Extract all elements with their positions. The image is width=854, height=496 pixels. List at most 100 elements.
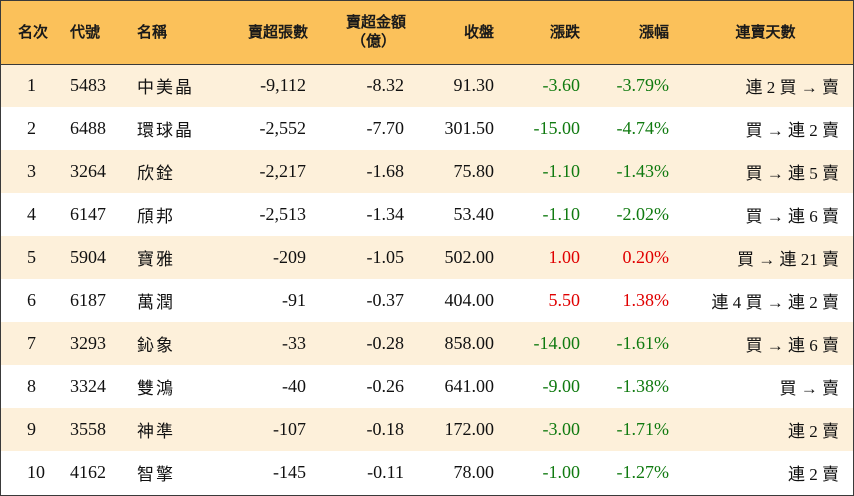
cell-code: 3264	[70, 161, 106, 181]
cell-code: 6488	[70, 118, 106, 138]
table-row: 9 3558 神準 -107 -0.18 172.00 -3.00 -1.71% 連 2 賣	[1, 408, 853, 451]
cell-rank: 2	[27, 118, 36, 138]
cell-close: 172.00	[444, 419, 495, 439]
cell-close: 75.80	[453, 161, 495, 181]
cell-amount: -7.70	[366, 118, 405, 138]
cell-pct: -1.71%	[616, 419, 670, 439]
cell-rank: 6	[27, 290, 36, 310]
cell-change: -3.60	[542, 75, 581, 96]
cell-pct: -3.79%	[616, 75, 670, 96]
header-rank: 名次	[1, 1, 65, 65]
cell-close: 858.00	[444, 333, 495, 353]
cell-pct: 1.38%	[622, 290, 670, 310]
cell-name: 神準	[137, 422, 175, 442]
cell-pct: -1.61%	[616, 333, 670, 353]
cell-days: 連 2 賣	[788, 465, 839, 484]
cell-close: 91.30	[453, 75, 495, 96]
cell-change: -1.10	[542, 204, 581, 224]
header-name: 名稱	[134, 1, 213, 65]
cell-code: 3558	[70, 419, 106, 439]
cell-pct: 0.20%	[622, 247, 670, 267]
cell-volume: -33	[282, 333, 306, 353]
cell-close: 53.40	[453, 204, 495, 224]
cell-pct: -1.27%	[616, 462, 670, 482]
cell-rank: 5	[27, 247, 36, 267]
cell-amount: -0.26	[366, 376, 405, 396]
cell-volume: -2,552	[259, 118, 307, 138]
cell-amount: -1.68	[366, 161, 405, 181]
header-amount-title: 賣超金額	[345, 13, 406, 32]
cell-name: 萬潤	[137, 293, 175, 313]
cell-rank: 10	[27, 462, 45, 482]
header-row: 名次 代號 名稱 賣超張數 賣超金額 （億） 收盤 漲跌 漲幅 連賣天數	[1, 1, 853, 65]
table-row: 2 6488 環球晶 -2,552 -7.70 301.50 -15.00 -4.74% 買 →…	[1, 107, 853, 150]
cell-name: 寶雅	[137, 250, 175, 270]
header-amount-unit: （億）	[350, 32, 396, 51]
cell-change: 1.00	[548, 247, 581, 267]
cell-amount: -1.34	[366, 204, 405, 224]
cell-amount: -0.37	[366, 290, 405, 310]
cell-close: 404.00	[444, 290, 495, 310]
cell-amount: -0.11	[367, 462, 404, 482]
header-pct: 漲幅	[588, 1, 678, 65]
cell-change: 5.50	[548, 290, 581, 310]
cell-rank: 8	[27, 376, 36, 396]
cell-change: -3.00	[542, 419, 581, 439]
cell-days: 買 → 賣	[779, 379, 840, 398]
cell-close: 301.50	[444, 118, 495, 138]
cell-days: 買 → 連 21 賣	[737, 250, 839, 269]
header-change: 漲跌	[498, 1, 588, 65]
table-row: 1 5483 中美晶 -9,112 -8.32 91.30 -3.60 -3.79% 連 2 買…	[1, 64, 853, 107]
cell-code: 5483	[70, 75, 106, 96]
table-row: 4 6147 頎邦 -2,513 -1.34 53.40 -1.10 -2.02% 買 → 連 …	[1, 193, 853, 236]
cell-pct: -2.02%	[616, 204, 670, 224]
cell-change: -1.10	[542, 161, 581, 181]
cell-days: 買 → 連 6 賣	[745, 207, 840, 226]
cell-code: 3324	[70, 376, 106, 396]
cell-amount: -8.32	[366, 75, 405, 96]
header-code: 代號	[65, 1, 134, 65]
cell-pct: -1.43%	[616, 161, 670, 181]
cell-code: 6187	[70, 290, 106, 310]
cell-volume: -9,112	[260, 75, 306, 96]
cell-days: 連 2 買 → 賣	[745, 78, 840, 98]
table-row: 3 3264 欣銓 -2,217 -1.68 75.80 -1.10 -1.43% 買 → 連 …	[1, 150, 853, 193]
cell-pct: -1.38%	[616, 376, 670, 396]
table-row: 7 3293 鈊象 -33 -0.28 858.00 -14.00 -1.61% 買 → 連 6…	[1, 322, 853, 365]
header-volume: 賣超張數	[213, 1, 312, 65]
header-days: 連賣天數	[678, 1, 853, 65]
cell-pct: -4.74%	[616, 118, 670, 138]
cell-volume: -40	[282, 376, 306, 396]
cell-amount: -0.18	[366, 419, 405, 439]
cell-rank: 3	[27, 161, 36, 181]
cell-rank: 7	[27, 333, 36, 353]
cell-days: 買 → 連 5 賣	[745, 164, 840, 183]
cell-volume: -91	[282, 290, 306, 310]
header-close: 收盤	[410, 1, 498, 65]
cell-name: 鈊象	[137, 336, 175, 356]
cell-change: -1.00	[542, 462, 581, 482]
cell-close: 641.00	[444, 376, 495, 396]
cell-change: -9.00	[542, 376, 581, 396]
cell-days: 買 → 連 6 賣	[745, 336, 840, 355]
header-amount: 賣超金額 （億）	[312, 1, 410, 65]
cell-name: 雙鴻	[137, 379, 175, 399]
cell-volume: -209	[273, 247, 306, 267]
cell-code: 3293	[70, 333, 106, 353]
cell-code: 4162	[70, 462, 106, 482]
cell-code: 6147	[70, 204, 106, 224]
cell-days: 買 → 連 2 賣	[745, 121, 840, 140]
cell-name: 頎邦	[137, 207, 175, 227]
cell-name: 中美晶	[137, 78, 194, 99]
cell-rank: 4	[27, 204, 36, 224]
table-row: 8 3324 雙鴻 -40 -0.26 641.00 -9.00 -1.38% 買 → 賣	[1, 365, 853, 408]
cell-close: 502.00	[444, 247, 495, 267]
cell-code: 5904	[70, 247, 106, 267]
cell-name: 智擎	[137, 465, 175, 485]
cell-days: 連 2 賣	[788, 422, 839, 441]
table-row: 10 4162 智擎 -145 -0.11 78.00 -1.00 -1.27% 連 2 賣	[1, 451, 853, 494]
cell-volume: -2,513	[259, 204, 307, 224]
cell-volume: -107	[273, 419, 306, 439]
